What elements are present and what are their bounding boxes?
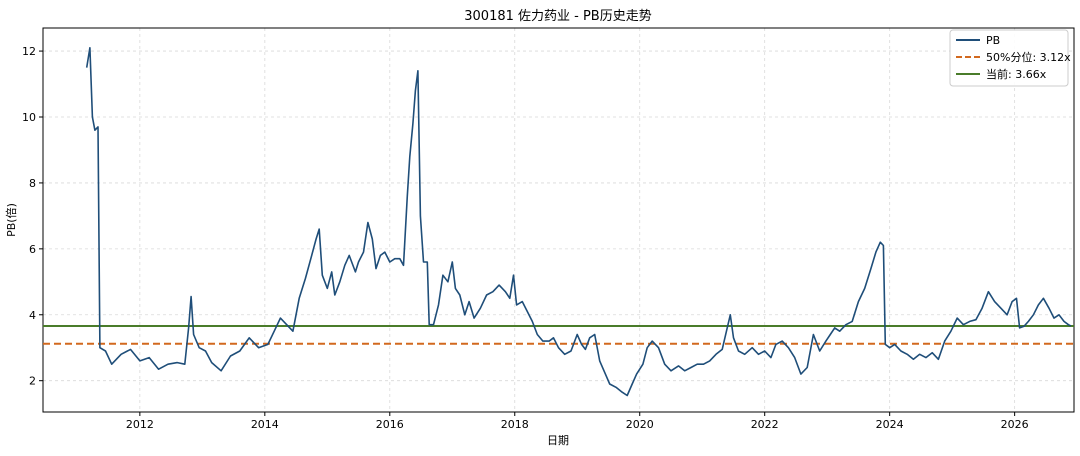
plot-area-frame xyxy=(42,27,1075,413)
legend-label-current: 当前: 3.66x xyxy=(986,67,1047,81)
y-tick-label: 12 xyxy=(22,45,36,58)
reference-lines xyxy=(43,324,1074,345)
x-tick-label: 2022 xyxy=(751,418,779,431)
y-axis: 2 4 6 8 10 12 xyxy=(22,45,43,388)
y-tick-label: 6 xyxy=(29,243,36,256)
series-layer xyxy=(85,46,1072,397)
x-axis: 2012 2014 2016 2018 2020 2022 2024 2026 xyxy=(126,412,1029,431)
y-tick-label: 4 xyxy=(29,309,36,322)
x-tick-label: 2012 xyxy=(126,418,154,431)
x-axis-label: 日期 xyxy=(547,434,569,447)
x-tick-label: 2020 xyxy=(626,418,654,431)
y-tick-label: 8 xyxy=(29,177,36,190)
x-tick-label: 2024 xyxy=(876,418,904,431)
pb-series-line xyxy=(85,46,1072,397)
x-tick-label: 2014 xyxy=(251,418,279,431)
legend: PB 50%分位: 3.12x 当前: 3.66x xyxy=(949,29,1071,87)
chart-title: 300181 佐力药业 - PB历史走势 xyxy=(464,8,651,24)
legend-label-median: 50%分位: 3.12x xyxy=(986,50,1071,64)
y-tick-label: 2 xyxy=(29,375,36,388)
legend-box xyxy=(949,29,1069,87)
x-tick-label: 2016 xyxy=(376,418,404,431)
y-tick-label: 10 xyxy=(22,111,36,124)
legend-label-pb: PB xyxy=(986,34,1000,47)
x-tick-label: 2026 xyxy=(1001,418,1029,431)
y-axis-label: PB(倍) xyxy=(4,203,18,237)
x-tick-label: 2018 xyxy=(501,418,529,431)
